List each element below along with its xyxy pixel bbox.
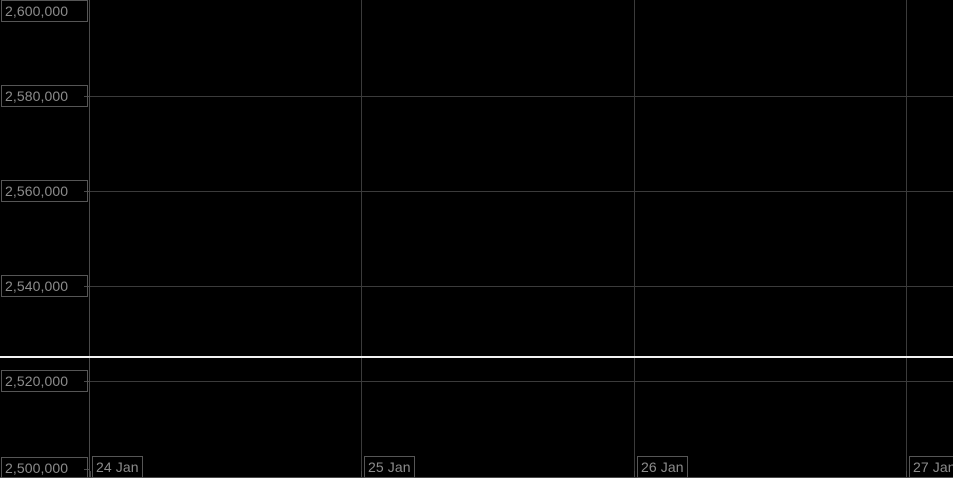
gridline-horizontal bbox=[90, 96, 953, 97]
x-axis-tick bbox=[90, 471, 91, 477]
x-axis-tick bbox=[906, 471, 907, 477]
y-axis-label: 2,600,000 bbox=[1, 0, 88, 22]
gridline-horizontal bbox=[90, 381, 953, 382]
x-axis-label: 24 Jan bbox=[92, 456, 143, 478]
y-axis-label: 2,560,000 bbox=[1, 180, 88, 202]
gridline-vertical bbox=[906, 0, 907, 477]
gridline-horizontal bbox=[90, 286, 953, 287]
x-axis-tick bbox=[634, 471, 635, 477]
x-axis-label: 26 Jan bbox=[637, 456, 688, 478]
gridline-vertical bbox=[634, 0, 635, 477]
gridline-horizontal bbox=[90, 191, 953, 192]
y-axis-label: 2,580,000 bbox=[1, 85, 88, 107]
y-axis-label: 2,520,000 bbox=[1, 370, 88, 392]
y-axis-label: 2,540,000 bbox=[1, 275, 88, 297]
x-axis-label: 27 Jan bbox=[909, 456, 953, 478]
gridline-vertical bbox=[361, 0, 362, 477]
y-axis-line bbox=[89, 0, 90, 477]
threshold-line bbox=[0, 356, 953, 358]
x-axis-label: 25 Jan bbox=[364, 456, 415, 478]
x-axis-tick bbox=[361, 471, 362, 477]
y-axis-label: 2,500,000 bbox=[1, 457, 88, 478]
